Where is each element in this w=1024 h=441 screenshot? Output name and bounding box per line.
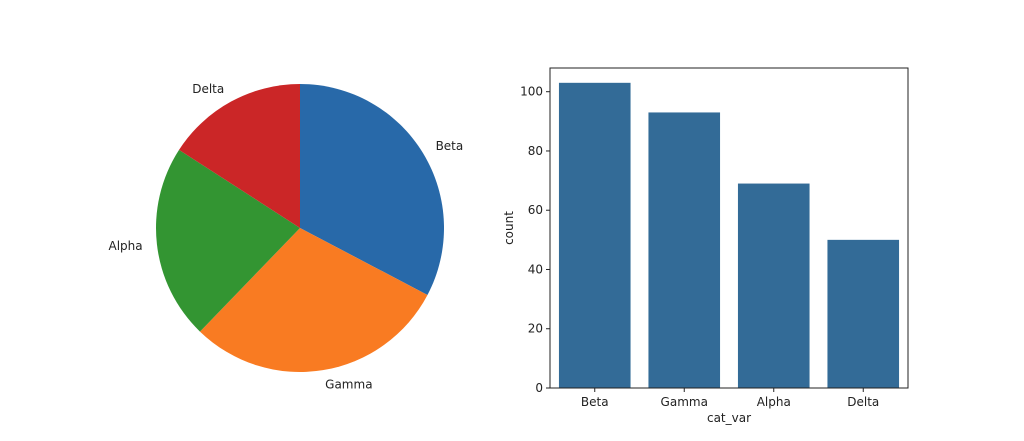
bar-beta: [558, 82, 631, 388]
pie-label-beta: Beta: [436, 139, 464, 153]
x-tick-label: Delta: [847, 395, 879, 409]
x-axis-label: cat_var: [707, 411, 751, 425]
y-tick-label: 0: [535, 381, 543, 395]
bar-series: [558, 82, 900, 388]
y-axis-label: count: [502, 211, 516, 245]
x-axis-ticks: Beta Gamma Alpha Delta: [581, 388, 879, 409]
pie-chart: Beta Gamma Alpha Delta: [109, 82, 464, 391]
pie-slice-beta: [300, 84, 445, 295]
y-tick-label: 80: [528, 144, 543, 158]
pie-slice-alpha: [155, 149, 300, 332]
pie-slice-gamma: [199, 228, 428, 372]
bar-gamma: [648, 112, 721, 388]
pie-slice-delta: [179, 84, 300, 228]
axes-frame: [549, 67, 909, 389]
pie-label-delta: Delta: [192, 82, 224, 96]
x-tick-label: Alpha: [757, 395, 791, 409]
x-tick-label: Gamma: [661, 395, 708, 409]
y-tick-label: 100: [520, 85, 543, 99]
y-tick-label: 40: [528, 262, 543, 276]
x-tick-label: Beta: [581, 395, 609, 409]
pie-label-alpha: Alpha: [109, 239, 143, 253]
y-tick-label: 60: [528, 203, 543, 217]
pie-label-gamma: Gamma: [325, 377, 372, 391]
bar-delta: [827, 239, 900, 388]
bar-alpha: [737, 183, 810, 388]
bar-chart: 0 20 40 60 80 100 Beta Gamma Alpha Delta count c…: [502, 67, 909, 425]
y-tick-label: 20: [528, 322, 543, 336]
y-axis-ticks: 0 20 40 60 80 100: [520, 85, 550, 395]
